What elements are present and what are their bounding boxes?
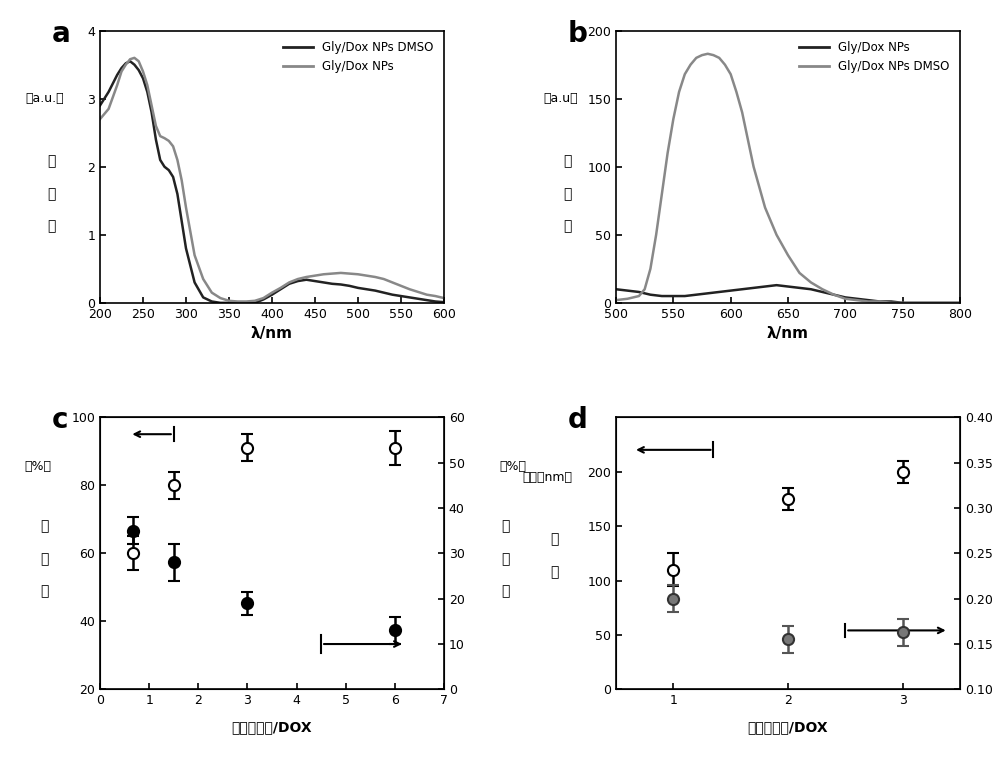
Text: 载: 载 [502, 519, 510, 533]
Text: 包: 包 [41, 519, 49, 533]
Text: 值: 值 [564, 220, 572, 234]
Text: 多酚复合物/DOX: 多酚复合物/DOX [748, 721, 828, 735]
Text: b: b [568, 20, 588, 47]
X-axis label: λ/nm: λ/nm [251, 326, 293, 342]
Text: （a.u）: （a.u） [544, 92, 578, 105]
Text: 多酚复合物/DOX: 多酚复合物/DOX [232, 721, 312, 735]
Text: 收: 收 [564, 187, 572, 201]
Text: （a.u.）: （a.u.） [26, 92, 64, 105]
Text: 吸: 吸 [564, 154, 572, 169]
Text: d: d [568, 406, 588, 434]
Legend: Gly/Dox NPs, Gly/Dox NPs DMSO: Gly/Dox NPs, Gly/Dox NPs DMSO [794, 37, 954, 78]
X-axis label: λ/nm: λ/nm [767, 326, 809, 342]
Text: （%）: （%） [499, 460, 526, 473]
Text: c: c [52, 406, 68, 434]
Text: 封: 封 [41, 552, 49, 566]
Legend: Gly/Dox NPs DMSO, Gly/Dox NPs: Gly/Dox NPs DMSO, Gly/Dox NPs [278, 37, 438, 78]
Text: 值: 值 [48, 220, 56, 234]
Text: 径: 径 [550, 565, 558, 579]
Text: 吸: 吸 [48, 154, 56, 169]
Text: 率: 率 [502, 584, 510, 598]
Text: 粒径（nm）: 粒径（nm） [522, 470, 572, 483]
Text: （%）: （%） [25, 460, 52, 473]
Text: a: a [52, 20, 71, 47]
Text: 收: 收 [48, 187, 56, 201]
Text: 药: 药 [502, 552, 510, 566]
Text: 率: 率 [41, 584, 49, 598]
Text: 粒: 粒 [550, 532, 558, 547]
